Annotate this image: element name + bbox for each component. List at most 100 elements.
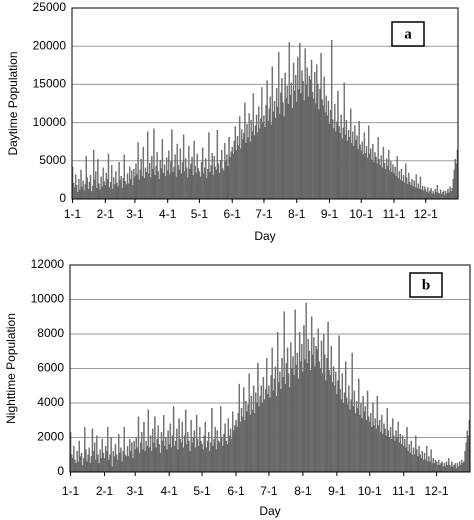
bar [293,91,296,200]
bar [204,421,207,473]
bar [435,461,438,473]
bar [450,466,452,473]
bar [383,162,386,200]
x-tick-label: 6-1 [227,484,245,498]
bar [443,190,445,200]
bar [297,56,299,200]
bar [462,463,464,473]
bar [295,364,297,473]
bar [247,404,249,473]
bar [184,409,187,473]
bar [125,456,128,473]
bar [275,395,278,473]
bar [142,146,145,200]
bar [165,437,167,473]
bar [175,176,177,200]
bar [120,447,122,473]
bar [282,102,284,200]
bar [80,452,83,473]
bar [350,108,352,200]
bar [159,159,161,200]
bar [206,440,209,473]
bar [218,442,221,473]
bar [126,173,129,200]
bar [101,186,103,200]
bar [372,143,374,200]
bar [401,181,404,200]
bar [328,370,330,473]
bar [388,437,391,473]
bar [411,179,413,200]
bar [106,179,109,200]
bar [125,184,128,200]
bar [231,146,233,200]
bar [460,464,462,473]
bar [121,461,123,473]
bar [427,187,429,200]
bar [99,189,101,200]
bar [162,172,165,200]
bar [227,418,230,473]
bar [445,191,447,200]
bar [360,150,362,200]
bar [215,449,217,473]
bar [324,112,326,200]
bar [415,174,417,200]
bar [170,447,173,473]
bar [451,188,453,200]
bar [97,454,99,473]
bar [77,461,79,473]
bar [274,366,277,473]
bar [200,440,202,473]
bar [289,94,292,200]
bar [136,174,138,200]
bar [326,115,329,200]
bar [364,153,367,200]
bar [98,463,100,473]
bar [203,173,205,200]
bar [77,191,79,200]
bar [463,461,465,473]
bar [236,427,238,473]
bar [447,188,449,200]
bar [285,98,287,200]
bar [428,192,430,200]
bar [420,189,423,200]
bar [169,174,171,200]
y-tick-label: 5000 [39,153,66,167]
bar [298,332,301,473]
bar [431,193,433,200]
bar [158,444,160,473]
bar [203,435,205,473]
bar [420,458,422,473]
bar [115,171,117,200]
bar [465,442,467,473]
bar [404,439,406,473]
bar [310,316,313,473]
bar [174,154,176,200]
bar [438,193,441,200]
bar [117,186,119,200]
bar [397,421,399,473]
bar [393,435,395,473]
bar [164,446,166,473]
bar [301,344,303,473]
bar [233,430,235,473]
bar [346,140,349,200]
bar [455,163,458,200]
bar [271,66,274,200]
bar [74,459,76,473]
bar [222,168,224,200]
bar [369,153,371,200]
bar [240,408,243,473]
plot-frame [71,7,459,200]
bar [261,402,264,473]
bar [158,179,160,200]
bar [344,361,347,473]
bar [244,420,246,473]
bar [305,302,307,473]
bar [299,43,301,200]
bar [85,449,87,473]
bar [434,459,437,473]
bar [317,328,319,473]
